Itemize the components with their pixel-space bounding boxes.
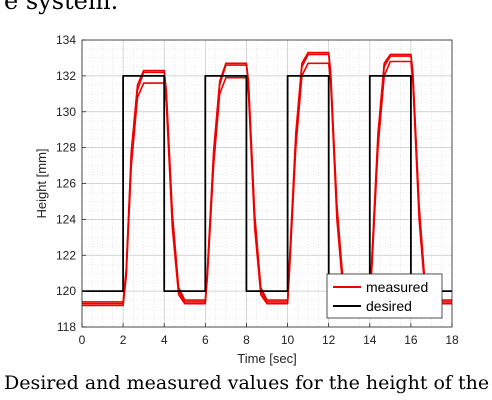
x-tick-label: 18 — [445, 333, 459, 347]
y-tick-label: 126 — [56, 177, 76, 191]
y-tick-label: 128 — [56, 141, 76, 155]
x-tick-label: 0 — [79, 333, 86, 347]
x-tick-label: 12 — [322, 333, 336, 347]
series-line-desired — [82, 75, 452, 293]
x-axis-label: Time [sec] — [237, 351, 296, 366]
legend-box — [326, 273, 443, 319]
y-tick-label: 132 — [56, 69, 76, 83]
x-tick-label: 14 — [363, 333, 377, 347]
x-tick-label: 10 — [281, 333, 295, 347]
y-axis-label: Height [mm] — [34, 148, 49, 218]
legend-label-measured: measured — [366, 279, 428, 295]
legend-label-desired: desired — [366, 298, 412, 314]
y-tick-label: 120 — [56, 284, 76, 298]
x-tick-label: 16 — [404, 333, 418, 347]
height-chart: 0 2 4 6 8 10 12 14 16 18 118 120 122 124 126 128 130 132 1… — [34, 33, 459, 366]
series-line-measured — [82, 60, 452, 307]
x-tick-label: 6 — [202, 333, 209, 347]
chart-series — [82, 51, 452, 307]
y-tick-label: 134 — [56, 33, 76, 47]
y-tick-label: 130 — [56, 105, 76, 119]
series-line-measured — [82, 51, 452, 303]
chart-ticks: 0 2 4 6 8 10 12 14 16 18 118 120 122 124 126 128 130 132 1… — [56, 33, 459, 347]
x-tick-label: 2 — [120, 333, 127, 347]
y-tick-label: 118 — [57, 320, 76, 334]
preceding-text-fragment: e system. — [4, 0, 119, 15]
x-tick-label: 8 — [243, 333, 250, 347]
y-tick-label: 122 — [56, 248, 76, 262]
y-tick-label: 124 — [56, 212, 76, 226]
chart-legend: measured desired — [326, 273, 443, 319]
figure-caption: Desired and measured values for the heig… — [4, 372, 492, 394]
x-tick-label: 4 — [161, 333, 168, 347]
